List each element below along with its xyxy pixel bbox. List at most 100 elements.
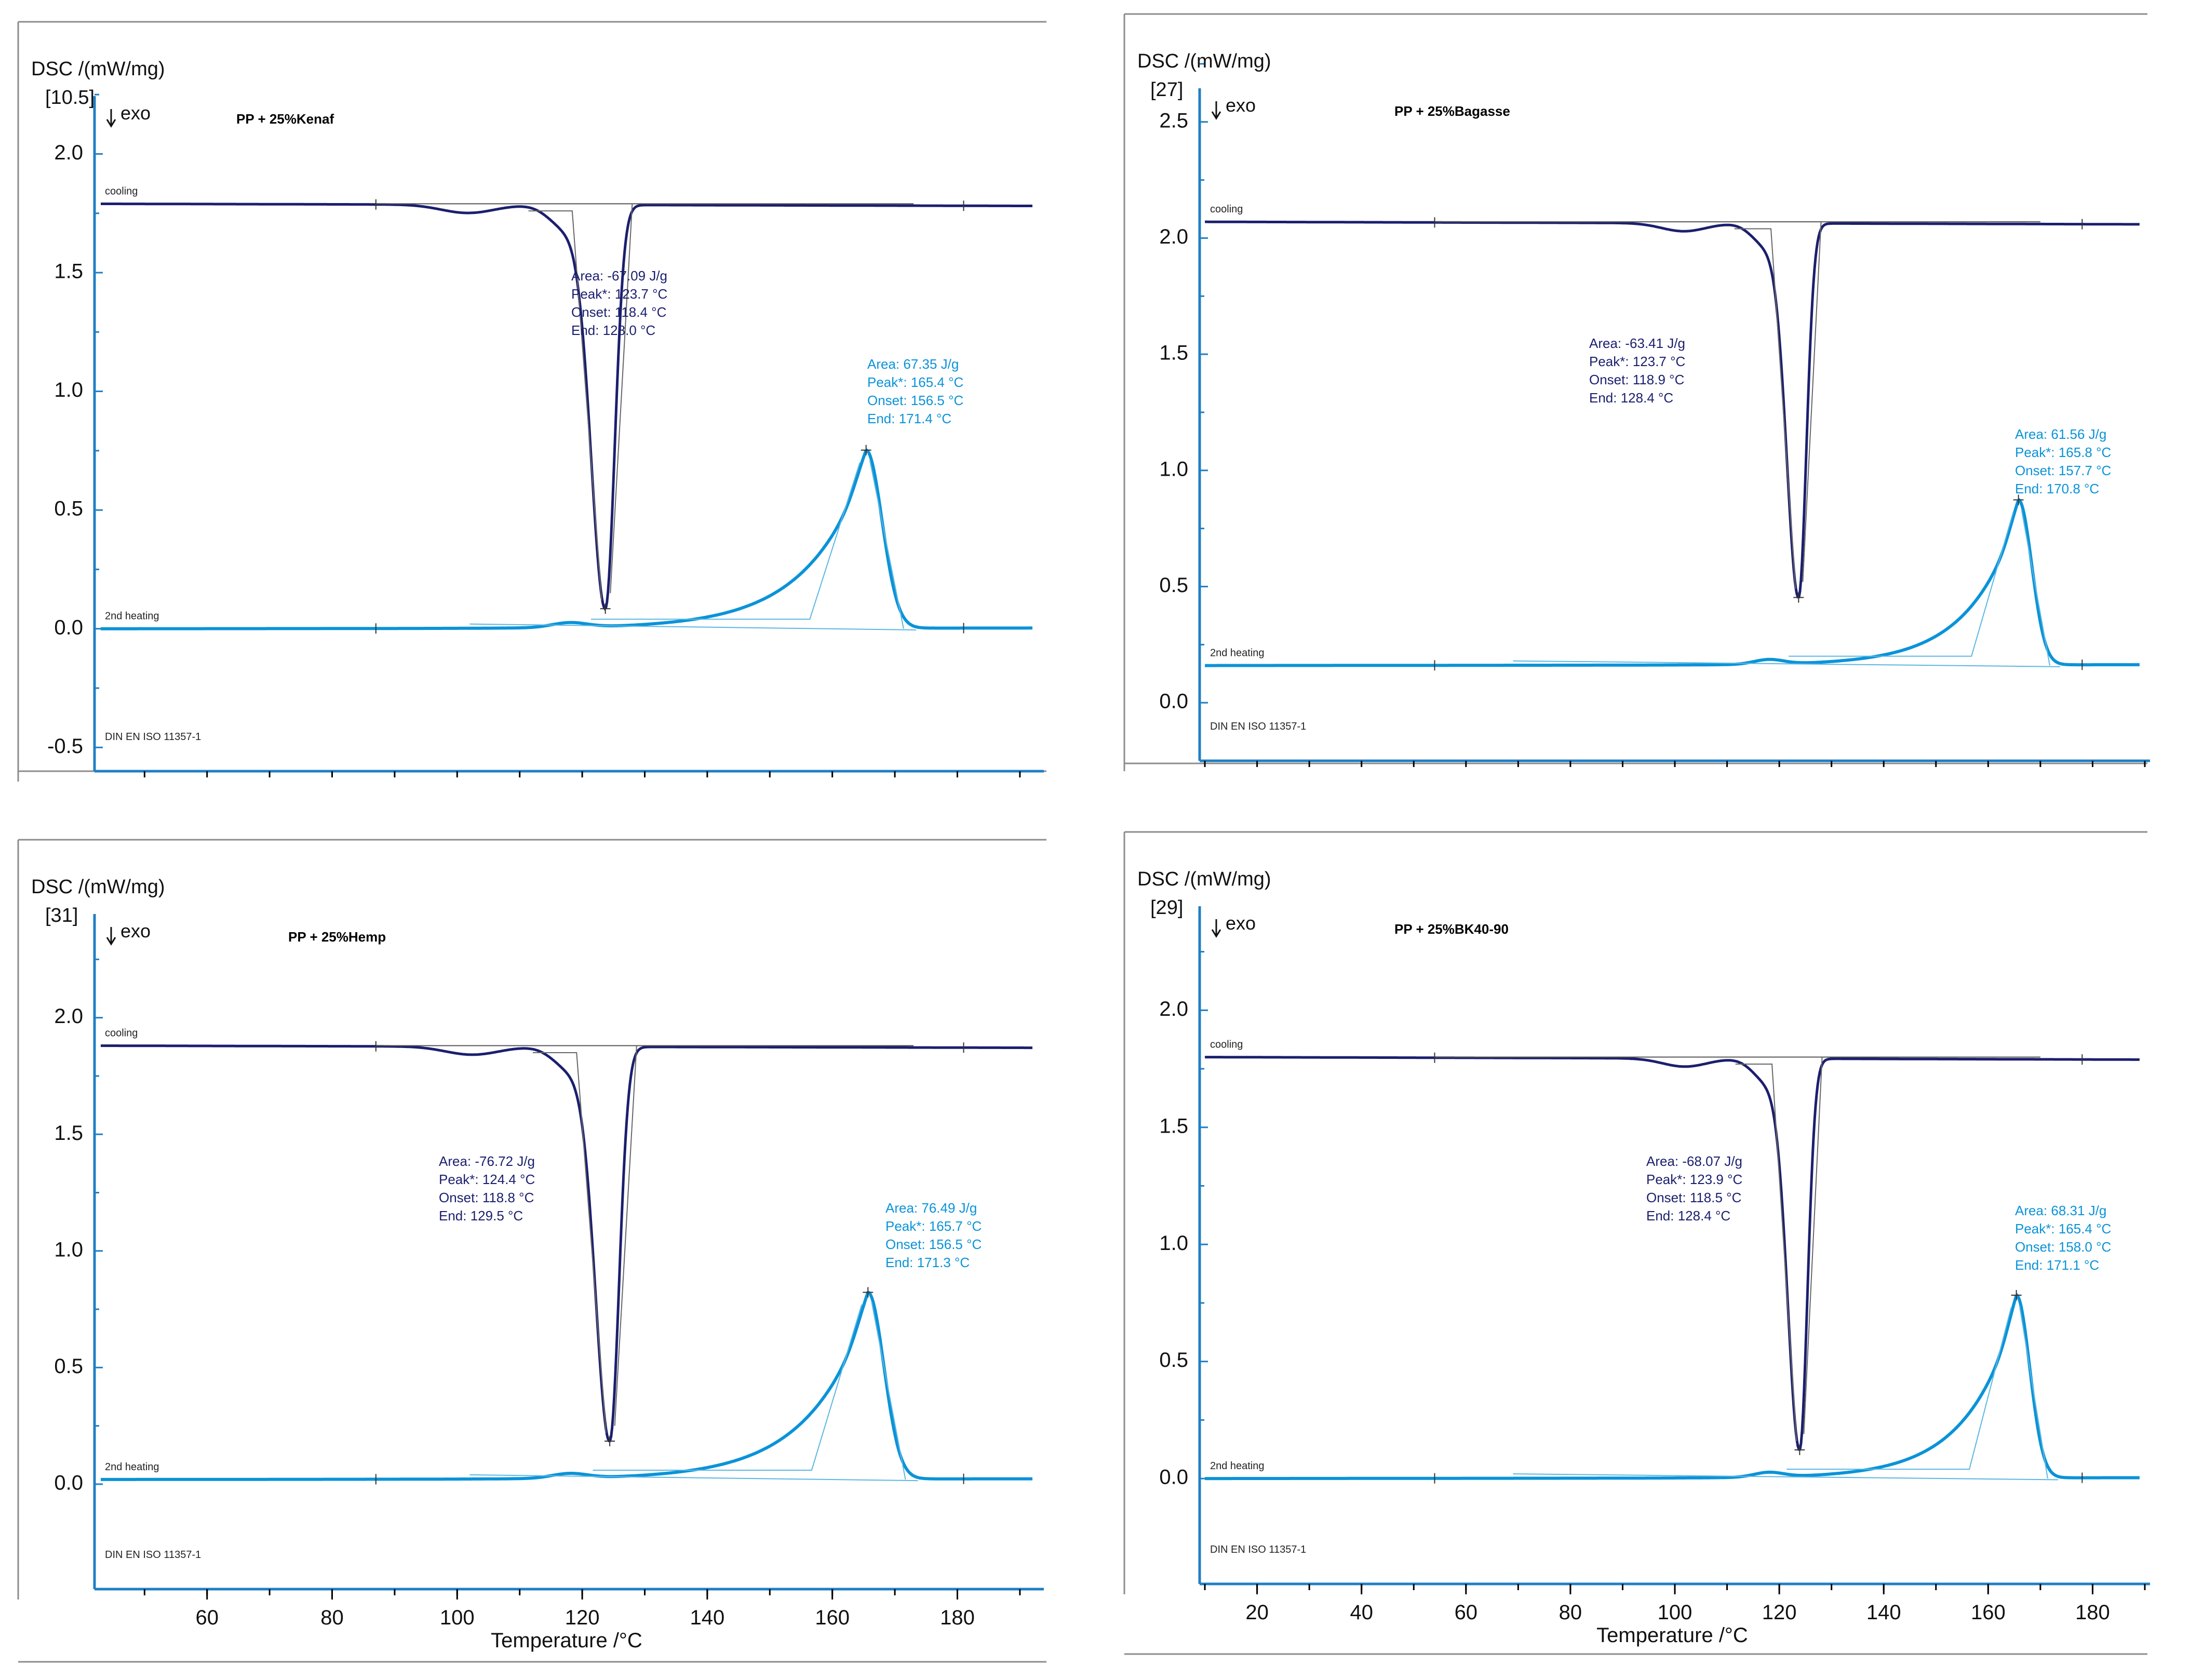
peak-marker [600,603,611,614]
heating-tangent [593,1302,906,1480]
x-tick-label: 180 [940,1606,975,1629]
peak-marker [604,1436,615,1447]
chart-title: PP + 25%Hemp [288,929,386,945]
y-tick-label: 1.0 [54,379,83,401]
heating-series-label: 2nd heating [1210,1460,1265,1472]
annotation-line: Area: -68.07 J/g [1646,1153,1742,1169]
annotation-line: Peak*: 124.4 °C [439,1172,535,1187]
annotation-line: Area: -67.09 J/g [571,268,667,284]
y-tick-label: 1.0 [1159,458,1188,480]
peak-marker [1794,1444,1805,1455]
reference-label: [10.5] [45,87,95,109]
dsc-panel: 2.0 1.5 1.0 0.5 0.0 60 80 100 120 140 160 180 DSC /(… [17,839,1067,1664]
peak-marker [863,1287,874,1298]
reference-label: [29] [1150,897,1183,919]
heating-baseline [469,1474,918,1482]
y-axis-label: DSC /(mW/mg) [31,58,165,80]
annotation-line: End: 128.4 °C [1589,390,1673,406]
heating-baseline [469,623,917,630]
cooling-curve [101,203,1032,611]
exo-arrowhead-icon [106,937,116,946]
x-tick-label: 20 [1245,1601,1269,1624]
annotation-line: Area: 68.31 J/g [2015,1203,2106,1218]
cooling-tangent [528,204,633,600]
annotation-line: Onset: 156.5 °C [867,393,963,408]
dsc-panel: 2.5 2.0 1.5 1.0 0.5 0.0 DSC /(mW/mg) [27] exo PP … [1123,13,2168,771]
panel-frame [1123,831,2147,1655]
heating-curve [1205,1293,2140,1481]
annotation-line: Onset: 156.5 °C [885,1237,982,1252]
x-tick-label: 120 [565,1606,600,1629]
exo-arrowhead-icon [106,119,116,128]
annotation-line: End: 171.3 °C [885,1255,970,1270]
x-tick-label: 100 [440,1606,475,1629]
annotation-line: End: 128.0 °C [571,322,655,338]
annotation-line: Onset: 158.0 °C [2015,1239,2111,1255]
standard-label: DIN EN ISO 11357-1 [105,1549,201,1561]
y-tick-label: 1.0 [54,1238,83,1261]
cooling-curve [1205,220,2140,599]
x-tick-label: 60 [1455,1601,1478,1624]
y-tick-label: 2.0 [54,1005,83,1028]
y-tick-label: 0.5 [1159,574,1188,597]
cooling-tangent [1734,222,1822,589]
annotation-line: Onset: 118.8 °C [439,1190,534,1205]
heating-series-label: 2nd heating [105,611,159,622]
y-tick-label: 0.0 [54,616,83,639]
dsc-chart-svg: 2.0 1.5 1.0 0.5 0.0 20 40 60 80 100 120 140 160 180 DS… [1123,831,2150,1655]
annotation-line: Peak*: 165.7 °C [885,1218,982,1234]
y-tick-label: 0.5 [54,1355,83,1378]
dsc-chart-svg: 2.5 2.0 1.5 1.0 0.5 0.0 DSC /(mW/mg) [27] exo PP … [1123,13,2150,771]
standard-label: DIN EN ISO 11357-1 [105,731,201,743]
y-tick-label: 1.5 [54,260,83,283]
standard-label: DIN EN ISO 11357-1 [1210,721,1306,732]
heating-series-label: 2nd heating [1210,648,1265,659]
x-axis-label: Temperature /°C [1596,1624,1748,1647]
exo-label: exo [1226,912,1256,934]
x-tick-label: 80 [320,1606,344,1629]
exo-arrowhead-icon [1211,929,1221,938]
annotation-line: End: 128.4 °C [1646,1208,1730,1224]
dsc-chart-svg: 2.0 1.5 1.0 0.5 0.0 60 80 100 120 140 160 180 DSC /(… [17,839,1046,1663]
annotation-line: Onset: 118.5 °C [1646,1190,1741,1205]
peak-marker [2013,494,2024,505]
y-tick-label: 2.5 [1159,109,1188,132]
dsc-panel: 2.0 1.5 1.0 0.5 0.0 20 40 60 80 100 120 140 160 180 DS… [1123,831,2168,1657]
annotation-line: Area: 76.49 J/g [885,1200,977,1216]
x-tick-label: 160 [815,1606,850,1629]
chart-title: PP + 25%Bagasse [1394,103,1510,119]
y-tick-label: 1.5 [1159,1114,1188,1137]
y-tick-label: 0.0 [54,1471,83,1494]
cooling-tangent [532,1045,637,1433]
annotation-line: Peak*: 123.7 °C [571,286,667,302]
y-axis-label: DSC /(mW/mg) [1137,868,1271,890]
annotation-line: Peak*: 165.4 °C [867,374,963,390]
y-tick-label: 2.0 [1159,225,1188,248]
y-axis-label: DSC /(mW/mg) [1137,50,1271,72]
cooling-curve [101,1044,1032,1443]
panel-frame [1123,13,2147,771]
y-tick-label: 1.5 [1159,342,1188,365]
annotation-line: Onset: 118.9 °C [1589,372,1684,387]
heating-tangent [590,460,904,629]
x-tick-label: 40 [1350,1601,1373,1624]
x-axis-label: Temperature /°C [491,1629,642,1652]
annotation-line: Peak*: 165.4 °C [2015,1221,2111,1237]
reference-label: [31] [45,905,78,926]
heating-baseline [1513,1473,2059,1481]
heating-tangent [1789,509,2050,666]
annotation-line: Area: 61.56 J/g [2015,426,2106,442]
exo-arrowhead-icon [1211,111,1221,120]
y-tick-label: 1.5 [54,1122,83,1145]
exo-label: exo [120,102,151,124]
y-tick-label: 2.0 [54,141,83,164]
heating-tangent [1786,1305,2048,1479]
chart-title: PP + 25%Kenaf [236,111,334,127]
panel-frame [17,839,1046,1663]
cooling-series-label: cooling [105,1028,138,1039]
peak-marker [861,445,871,455]
dsc-panel: 2.0 1.5 1.0 0.5 0.0 -0.5 DSC /(mW/mg) [10.5] exo… [17,21,1067,782]
x-tick-label: 160 [1971,1601,2006,1624]
y-axis-label: DSC /(mW/mg) [31,876,165,898]
annotation-line: Peak*: 165.8 °C [2015,445,2111,460]
